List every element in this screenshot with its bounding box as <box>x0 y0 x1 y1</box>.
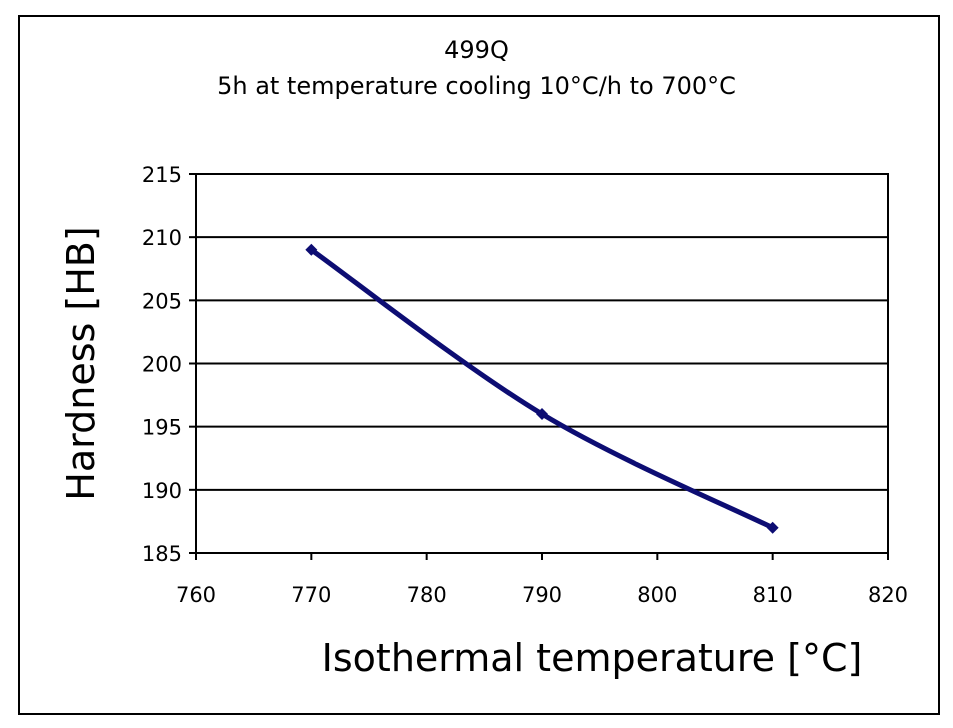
y-tick-label: 200 <box>142 353 182 377</box>
y-tick-label: 185 <box>142 542 182 566</box>
x-tick-label: 790 <box>522 583 562 607</box>
chart-subtitle: 5h at temperature cooling 10°C/h to 700°… <box>217 72 736 100</box>
y-tick-label: 190 <box>142 479 182 503</box>
x-tick-labels: 760 770 780 790 800 810 820 <box>176 583 908 607</box>
x-tick-label: 820 <box>868 583 908 607</box>
x-tick-label: 780 <box>407 583 447 607</box>
x-tick-label: 810 <box>753 583 793 607</box>
y-tick-label: 210 <box>142 226 182 250</box>
chart-frame <box>18 15 940 715</box>
x-tick-label: 770 <box>291 583 331 607</box>
data-point-marker <box>766 521 779 534</box>
x-tick-label: 800 <box>637 583 677 607</box>
y-tick-label: 205 <box>142 289 182 313</box>
gridlines <box>189 173 889 560</box>
y-tick-label: 215 <box>142 163 182 187</box>
series-line <box>309 247 774 530</box>
y-tick-label: 195 <box>142 416 182 440</box>
y-axis-title: Hardness [HB] <box>59 226 103 500</box>
y-tick-labels: 185 190 195 200 205 210 215 <box>142 163 182 566</box>
data-point-marker <box>305 243 318 256</box>
series-group <box>305 243 779 534</box>
x-tick-label: 760 <box>176 583 216 607</box>
x-axis-title: Isothermal temperature [°C] <box>322 636 863 680</box>
chart-title: 499Q <box>444 36 509 64</box>
plot-area <box>195 173 889 554</box>
data-point-marker <box>536 408 548 421</box>
